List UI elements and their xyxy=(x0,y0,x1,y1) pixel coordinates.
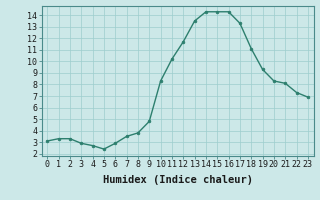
X-axis label: Humidex (Indice chaleur): Humidex (Indice chaleur) xyxy=(103,175,252,185)
